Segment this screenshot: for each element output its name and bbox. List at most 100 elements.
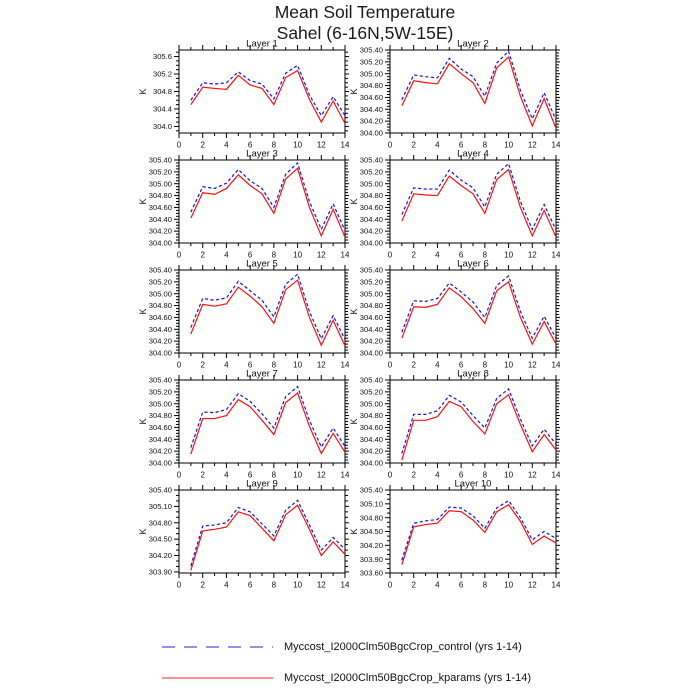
kparams-series-line <box>401 168 557 238</box>
layer-8-plot: 0 2 4 6 8 10 12 14 304.00 304.20 304.40 304.60 304.8… <box>350 370 560 480</box>
x-tick-label: 8 <box>483 581 488 590</box>
x-tick-label: 14 <box>341 471 349 480</box>
x-tick-label: 12 <box>317 361 326 370</box>
x-tick-label: 0 <box>177 471 182 480</box>
y-tick-label: 304.00 <box>360 349 383 358</box>
y-tick-label: 304.50 <box>149 535 172 544</box>
y-tick-label: 304.80 <box>360 411 383 420</box>
legend-control-label: Myccost_I2000Clm50BgcCrop_control (yrs 1… <box>284 641 522 653</box>
y-tick-label: 305.20 <box>360 168 383 177</box>
y-tick-label: 305.00 <box>360 69 383 78</box>
x-tick-label: 2 <box>200 361 205 370</box>
kparams-series-line <box>190 504 346 571</box>
layer-3-plot: 0 2 4 6 8 10 12 14 304.00 304.20 304.40 304.60 304.8… <box>139 150 349 260</box>
y-tick-label: 304.20 <box>149 337 172 346</box>
panel-title: Layer 2 <box>457 40 489 50</box>
legend-kparams-solid-line-sample <box>162 677 273 679</box>
panel-layer-4: 0 2 4 6 8 10 12 14 304.00 304.20 304.40 304.60 304.8… <box>350 150 560 260</box>
panel-layer-8: 0 2 4 6 8 10 12 14 304.00 304.20 304.40 304.60 304.8… <box>350 370 560 480</box>
panel-title: Layer 10 <box>455 480 492 490</box>
x-tick-label: 0 <box>388 361 393 370</box>
control-series-line <box>401 50 557 121</box>
y-tick-label: 305.40 <box>360 46 383 55</box>
y-axis-label: K <box>350 198 359 204</box>
x-tick-label: 6 <box>248 251 253 260</box>
y-tick-label: 305.20 <box>149 388 172 397</box>
y-axis-label: K <box>139 198 148 204</box>
y-tick-label: 304.60 <box>360 93 383 102</box>
plot-frame <box>389 159 557 244</box>
x-tick-label: 4 <box>224 251 229 260</box>
y-tick-label: 304.0 <box>153 122 172 131</box>
y-tick-label: 305.20 <box>149 168 172 177</box>
y-tick-label: 305.40 <box>149 376 172 385</box>
y-tick-label: 304.00 <box>149 459 172 468</box>
chart-title-line2: Sahel (6-16N,5W-15E) <box>276 23 454 43</box>
x-tick-label: 12 <box>528 361 537 370</box>
y-tick-label: 304.20 <box>149 551 172 560</box>
x-tick-label: 2 <box>411 251 416 260</box>
y-tick-label: 304.20 <box>360 227 383 236</box>
y-tick-label: 304.20 <box>149 227 172 236</box>
x-tick-label: 14 <box>552 251 560 260</box>
x-tick-label: 2 <box>200 581 205 590</box>
y-tick-label: 303.90 <box>360 555 383 564</box>
legend-entry-kparams: Myccost_I2000Clm50BgcCrop_kparams (yrs 1… <box>161 671 531 685</box>
y-tick-label: 304.00 <box>360 459 383 468</box>
kparams-series-line <box>190 167 346 238</box>
panel-layer-10: 0 2 4 6 8 10 12 14 303.60 303.90 304.20 304.50 304.8… <box>350 480 560 590</box>
y-tick-label: 304.80 <box>149 301 172 310</box>
y-tick-label: 304.60 <box>149 313 172 322</box>
y-tick-label: 305.40 <box>360 156 383 165</box>
y-axis-label: K <box>350 88 359 94</box>
y-tick-label: 304.00 <box>360 129 383 138</box>
x-tick-label: 8 <box>272 141 277 150</box>
x-tick-label: 14 <box>552 471 560 480</box>
x-tick-label: 2 <box>200 141 205 150</box>
x-tick-label: 4 <box>224 141 229 150</box>
x-tick-label: 0 <box>177 141 182 150</box>
x-tick-label: 14 <box>341 141 349 150</box>
control-series-line <box>401 162 557 231</box>
x-tick-label: 2 <box>411 141 416 150</box>
x-tick-label: 0 <box>388 141 393 150</box>
kparams-series-line <box>190 392 346 455</box>
x-tick-label: 10 <box>293 471 302 480</box>
x-tick-label: 10 <box>504 141 513 150</box>
panel-layer-9: 0 2 4 6 8 10 12 14 303.90 304.20 304.50 304.80 305.1… <box>139 480 349 590</box>
y-tick-label: 304.40 <box>149 215 172 224</box>
x-tick-label: 0 <box>388 471 393 480</box>
panel-title: Layer 9 <box>246 480 278 490</box>
y-tick-label: 305.00 <box>149 179 172 188</box>
y-tick-label: 304.20 <box>149 447 172 456</box>
chart-title: Mean Soil Temperature Sahel (6-16N,5W-15… <box>30 2 700 44</box>
x-tick-label: 10 <box>293 141 302 150</box>
legend-control-dashed-line-sample <box>162 646 273 648</box>
y-tick-label: 304.40 <box>360 435 383 444</box>
y-tick-label: 304.20 <box>360 447 383 456</box>
x-tick-label: 4 <box>435 251 440 260</box>
legend-kparams-label: Myccost_I2000Clm50BgcCrop_kparams (yrs 1… <box>284 672 531 684</box>
x-tick-label: 8 <box>483 251 488 260</box>
y-axis-label: K <box>139 308 148 314</box>
x-tick-label: 14 <box>552 581 560 590</box>
control-series-line <box>190 499 346 567</box>
plot-frame <box>178 159 346 244</box>
kparams-series-line <box>401 56 557 129</box>
y-axis-label: K <box>350 308 359 314</box>
layer-4-plot: 0 2 4 6 8 10 12 14 304.00 304.20 304.40 304.60 304.8… <box>350 150 560 260</box>
panel-title: Layer 7 <box>246 370 278 380</box>
control-series-line <box>190 385 346 449</box>
x-tick-label: 10 <box>504 251 513 260</box>
panel-title: Layer 1 <box>246 40 278 50</box>
x-tick-label: 0 <box>177 581 182 590</box>
y-tick-label: 304.4 <box>153 105 172 114</box>
x-tick-label: 10 <box>504 361 513 370</box>
y-tick-label: 304.60 <box>360 313 383 322</box>
x-tick-label: 4 <box>435 471 440 480</box>
chart-title-line1: Mean Soil Temperature <box>274 2 456 22</box>
y-tick-label: 304.00 <box>149 239 172 248</box>
x-tick-label: 10 <box>293 251 302 260</box>
kparams-series-line <box>401 280 557 346</box>
layer-1-plot: 0 2 4 6 8 10 12 14 304.0 304.4 304.8 305.2 305.6 Laye… <box>139 40 349 150</box>
